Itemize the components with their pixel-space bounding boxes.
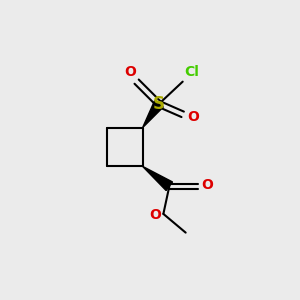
Text: O: O [201,178,213,192]
Polygon shape [142,166,172,190]
Text: S: S [153,95,165,113]
Text: O: O [124,65,136,79]
Polygon shape [142,101,163,128]
Text: O: O [187,110,199,124]
Text: O: O [149,208,161,222]
Text: Cl: Cl [184,65,199,79]
